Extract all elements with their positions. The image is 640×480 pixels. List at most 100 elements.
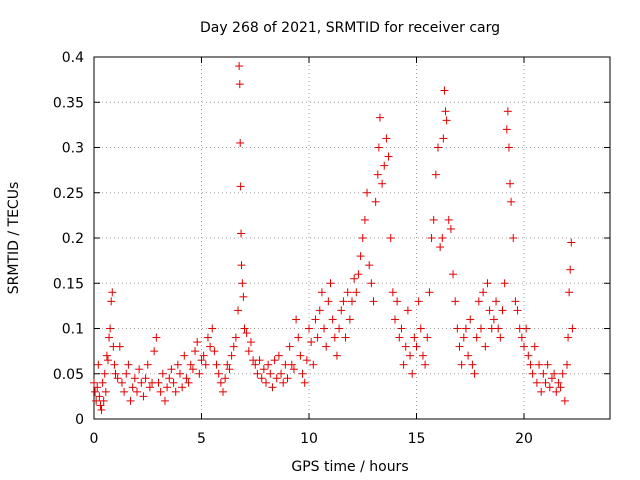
data-point (472, 333, 481, 342)
data-point (489, 315, 498, 324)
data-point (203, 333, 212, 342)
data-point (120, 387, 129, 396)
data-point (335, 324, 344, 333)
data-point (558, 369, 567, 378)
data-point (298, 369, 307, 378)
data-point (163, 383, 172, 392)
data-point (509, 234, 518, 242)
data-point (511, 297, 520, 306)
data-point (541, 378, 550, 387)
data-point (380, 161, 389, 170)
data-point (352, 288, 361, 297)
data-point (330, 333, 339, 342)
data-point (180, 351, 189, 360)
data-point (427, 234, 436, 242)
data-point (117, 378, 126, 387)
data-point (270, 356, 279, 365)
data-point (237, 261, 246, 270)
data-point (328, 315, 337, 324)
y-tick-label: 0.35 (53, 95, 84, 111)
data-point (176, 369, 184, 378)
data-point (102, 351, 111, 360)
data-point (94, 360, 103, 369)
data-point (457, 360, 466, 369)
data-point (236, 138, 245, 147)
data-point (259, 365, 268, 374)
chart-title: Day 268 of 2021, SRMTID for receiver car… (200, 20, 500, 36)
data-point (485, 306, 494, 315)
data-point (253, 369, 262, 378)
data-point (115, 342, 124, 351)
data-point (184, 378, 193, 387)
data-point (240, 324, 249, 333)
data-point (302, 356, 311, 365)
data-point (451, 297, 460, 306)
data-point (442, 116, 451, 125)
data-point (99, 396, 108, 405)
data-point (111, 369, 120, 378)
data-point (481, 342, 490, 351)
data-point (173, 360, 182, 369)
data-point (354, 270, 363, 279)
data-point (556, 383, 565, 392)
data-point (360, 215, 369, 224)
data-point (322, 342, 331, 351)
data-point (182, 374, 191, 383)
data-point (223, 360, 232, 369)
data-point (90, 378, 98, 387)
data-point (165, 374, 174, 383)
data-point (403, 306, 412, 315)
data-point (507, 197, 516, 206)
data-point (537, 387, 546, 396)
data-point (535, 360, 544, 369)
y-tick-label: 0.1 (62, 322, 84, 338)
data-point (455, 342, 464, 351)
data-point (139, 392, 148, 401)
data-point (92, 396, 101, 405)
data-point (264, 360, 273, 369)
data-point (145, 383, 154, 392)
data-point (235, 62, 244, 71)
data-point (378, 179, 387, 188)
data-point (386, 234, 395, 242)
data-point (108, 288, 117, 297)
data-point (477, 324, 485, 333)
data-point (100, 369, 109, 378)
data-point (141, 374, 150, 383)
data-point (438, 234, 447, 242)
data-point (257, 374, 266, 383)
data-point (113, 374, 122, 383)
data-point (431, 170, 440, 179)
data-point (410, 333, 419, 342)
data-point (238, 279, 247, 288)
data-point (449, 270, 458, 279)
data-point (93, 383, 102, 392)
data-point (300, 378, 309, 387)
data-point (246, 338, 255, 347)
data-point (373, 170, 382, 179)
data-point (266, 369, 275, 378)
data-point (193, 338, 202, 347)
data-point (500, 279, 509, 288)
data-point (197, 356, 206, 365)
data-point (101, 387, 110, 396)
data-point (547, 374, 556, 383)
data-point (421, 360, 430, 369)
data-point (552, 387, 561, 396)
data-point (122, 369, 131, 378)
data-point (201, 360, 210, 369)
data-point (154, 378, 163, 387)
data-point (227, 351, 236, 360)
x-tick-label: 10 (300, 431, 318, 447)
data-point (554, 378, 563, 387)
data-point (143, 360, 152, 369)
data-point (231, 333, 240, 342)
data-point (474, 297, 483, 306)
data-point (126, 396, 135, 405)
y-tick-label: 0.15 (53, 276, 84, 292)
data-point (236, 182, 245, 191)
data-point (133, 387, 141, 396)
data-point (453, 324, 462, 333)
x-tick-label: 0 (90, 431, 99, 447)
data-point (425, 288, 434, 297)
